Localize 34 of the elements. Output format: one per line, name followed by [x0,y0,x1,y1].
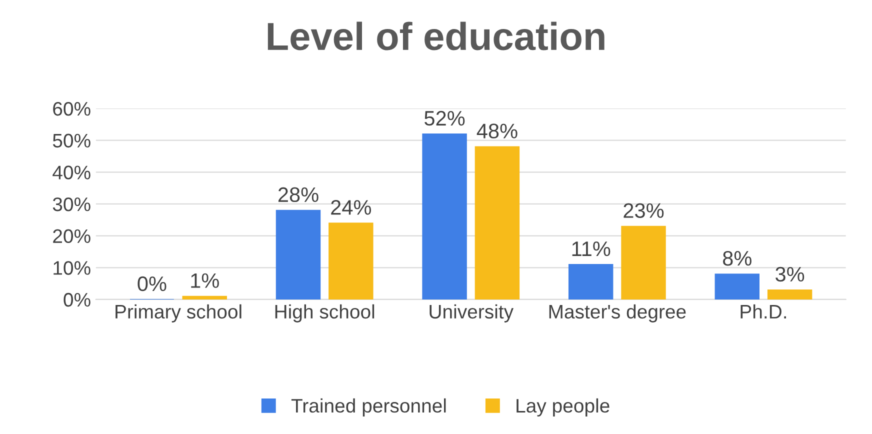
data-label: 3% [776,266,804,282]
bar [767,289,812,300]
legend-label: Trained personnel [291,398,446,416]
data-label: 48% [476,124,518,138]
y-tick-label: 50% [52,134,90,148]
x-tick-label: University [430,304,514,322]
bar [422,134,467,300]
y-tick-label: 30% [52,197,90,212]
x-tick-label: Primary school [116,304,242,322]
y-tick-label: 20% [53,229,90,244]
x-tick-label: Ph.D. [740,304,786,318]
data-label: 28% [278,187,318,202]
data-label: 0% [138,276,166,292]
x-tick-label: Master's degree [549,304,686,322]
bar [621,226,666,300]
y-tick-label: 10% [54,261,90,275]
legend-label: Lay people [516,398,610,416]
bar [182,296,227,300]
data-label: 11% [572,242,610,256]
y-tick-label: 40% [52,166,90,180]
data-label: 24% [331,200,372,215]
data-label: 1% [191,273,219,288]
data-label: 23% [624,203,664,218]
bar [474,146,520,300]
bar [568,264,614,300]
y-tick-label: 60% [53,102,90,116]
data-label: 8% [722,250,752,266]
y-tick-label: 0% [64,292,90,307]
bar [714,274,760,300]
data-label: 52% [424,110,465,126]
chart-title: Level of education [268,22,604,50]
bar [276,210,321,300]
bar [328,222,374,300]
x-tick-label: High school [275,304,374,322]
